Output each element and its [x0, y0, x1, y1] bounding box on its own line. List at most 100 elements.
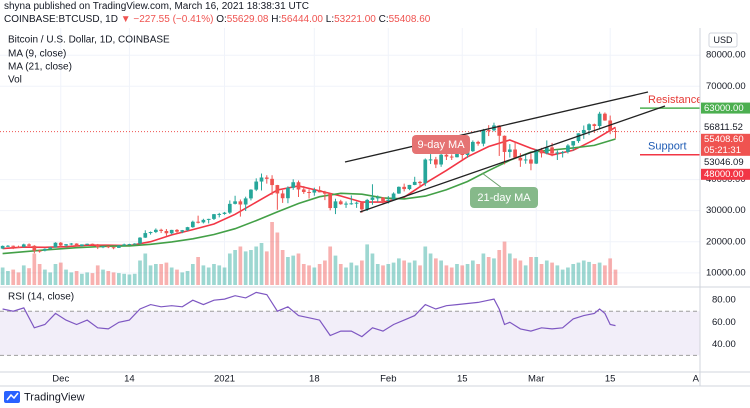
volume-bar	[354, 265, 359, 285]
candle-body	[365, 199, 370, 210]
callout-text: 21-day MA	[477, 192, 531, 204]
candle-body	[90, 243, 95, 245]
candle-body	[518, 157, 523, 161]
volume-bar	[21, 265, 26, 285]
candle-body	[497, 125, 502, 136]
candle-body	[201, 219, 206, 223]
volume-bar	[391, 262, 396, 285]
volume-bar	[164, 262, 169, 285]
volume-bar	[16, 272, 21, 285]
candle-body	[597, 113, 602, 127]
candle-body	[566, 145, 570, 152]
x-tick-label: Dec	[52, 374, 69, 385]
volume-bar	[513, 258, 517, 285]
candle-body	[138, 237, 142, 244]
ohlc-key: H:	[271, 14, 282, 25]
candle-body	[529, 159, 533, 164]
candle-body	[603, 113, 607, 121]
candle-body	[534, 149, 539, 164]
candle-body	[523, 159, 528, 161]
volume-bar	[106, 271, 111, 285]
candle-body	[333, 201, 338, 209]
volume-bar	[111, 272, 116, 285]
y-tick-label: 80000.00	[706, 50, 746, 61]
candle-body	[159, 229, 163, 231]
volume-bar	[455, 264, 459, 285]
level-name: Resistance	[648, 94, 702, 106]
x-tick-label: Mar	[528, 374, 544, 385]
rsi-band	[0, 311, 700, 356]
candle-body	[95, 244, 100, 248]
price-label-box	[701, 168, 750, 180]
volume-bar	[270, 222, 274, 285]
volume-bar	[566, 267, 570, 285]
candle-body	[32, 245, 37, 251]
candle-body	[407, 184, 412, 190]
candle-body	[106, 246, 111, 248]
volume-bar	[587, 261, 591, 285]
candle-body	[111, 247, 116, 249]
volume-bar	[74, 271, 79, 285]
candle-body	[217, 213, 222, 215]
volume-bar	[544, 260, 549, 285]
currency: USD	[713, 35, 733, 45]
volume-bar	[27, 268, 31, 285]
volume-bar	[138, 260, 142, 285]
volume-bar	[206, 267, 211, 285]
candle-body	[550, 147, 554, 154]
candle-body	[270, 178, 274, 186]
volume-bar	[254, 246, 259, 285]
candle-body	[296, 182, 301, 190]
volume-bar	[497, 250, 502, 285]
price-label-box	[701, 133, 750, 156]
volume-bar	[613, 269, 618, 285]
candle-body	[180, 230, 185, 232]
x-tick-label: 15	[605, 374, 616, 385]
candle-body	[122, 244, 126, 246]
volume-bar	[222, 267, 227, 285]
volume-bar	[132, 273, 137, 285]
callout-box	[412, 135, 470, 154]
volume-bar	[576, 262, 581, 285]
volume-bar	[291, 255, 296, 285]
volume-bar	[217, 265, 222, 285]
symbol-line: COINBASE:BTCUSD, 1D ▼ −227.55 (−0.41%) O…	[4, 14, 430, 25]
y-tick-label: 30000.00	[706, 205, 746, 216]
ohlc-key: O:	[216, 14, 227, 25]
candle-body	[370, 197, 375, 200]
publish-line: shyna published on TradingView.com, Marc…	[4, 1, 309, 12]
candle-body	[402, 186, 406, 190]
volume-bar	[323, 260, 327, 285]
candle-body	[280, 193, 285, 199]
volume-bar	[6, 271, 10, 285]
volume-bar	[449, 267, 454, 285]
candle-body	[164, 230, 169, 234]
candle-body	[344, 203, 348, 205]
volume-bar	[48, 272, 53, 285]
candle-body	[349, 203, 354, 205]
rsi-line	[2, 291, 616, 338]
volume-bar	[333, 255, 338, 285]
legend-entry: Vol	[8, 75, 22, 86]
candle-body	[69, 243, 74, 245]
candle-body	[16, 246, 21, 248]
ohlc-value: 56444.00	[281, 14, 323, 25]
volume-bar	[555, 265, 560, 285]
volume-bar	[286, 257, 290, 285]
candle-body	[338, 201, 343, 205]
volume-bar	[476, 264, 480, 285]
candle-body	[544, 147, 549, 154]
volume-bar	[143, 253, 148, 285]
ohlc-key: C:	[378, 14, 389, 25]
x-tick-label: 2021	[214, 374, 235, 385]
candle-body	[85, 243, 90, 245]
candle-body	[312, 190, 317, 193]
candle-body	[254, 181, 259, 190]
volume-bar	[169, 267, 174, 285]
volume-bar	[64, 269, 68, 285]
candle-body	[185, 227, 190, 231]
volume-bar	[307, 265, 311, 285]
price-label: 53046.09	[704, 157, 744, 168]
candle-body	[391, 193, 396, 200]
